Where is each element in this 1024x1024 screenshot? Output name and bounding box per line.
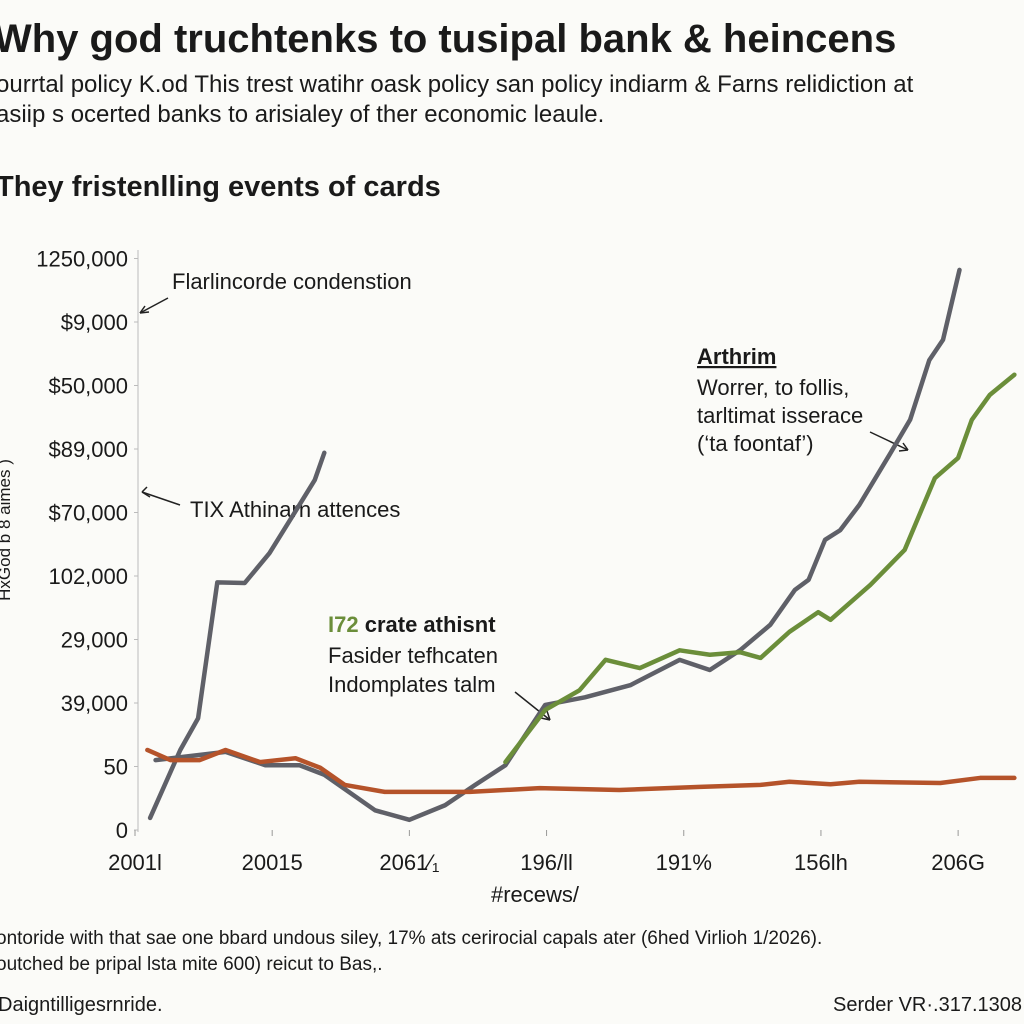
footer-right: Serder VR·.317.1308: [833, 994, 1022, 1016]
y-tick-label: $50,000: [48, 374, 128, 399]
y-tick-label: $9,000: [61, 310, 128, 335]
y-tick-label: 0: [116, 818, 128, 843]
annotation-label: I72: [328, 612, 359, 637]
annotation-title: Arthrim: [697, 344, 776, 369]
y-tick-label: 1250,000: [36, 247, 128, 272]
line-series: [503, 372, 1017, 765]
y-axis-label: HxGod b 8 aimes ): [0, 459, 14, 601]
subtitle-line: ourrtal policy K.od This trest watihr oa…: [0, 71, 914, 98]
line-series: [145, 747, 1017, 795]
y-tick-label: 29,000: [61, 628, 128, 653]
title: Why god truchtenks to tusipal bank & hei…: [0, 17, 896, 61]
annotation-title-text: crate athisnt: [365, 612, 496, 637]
annotation: Worrer, to follis,: [697, 375, 849, 400]
x-tick-label: 2061⁄₁: [379, 850, 439, 875]
x-tick-label: 2001l: [108, 850, 162, 875]
x-tick-label: 156lh: [794, 850, 848, 875]
annotation: (‘ta foontaf’): [697, 431, 814, 456]
y-tick-label: 39,000: [61, 691, 128, 716]
x-axis-label: #recews/: [491, 882, 580, 907]
subtitle-line: asiip s ocerted banks to arisialey of th…: [0, 101, 604, 128]
y-tick-label: $70,000: [48, 501, 128, 526]
y-tick-label: $89,000: [48, 437, 128, 462]
section-heading: They fristenlling events of cards: [0, 171, 441, 203]
annotation: tarltimat isserace: [697, 403, 863, 428]
annotation-arrows: [139, 297, 909, 721]
y-tick-label: 50: [104, 755, 128, 780]
y-tick-label: 102,000: [48, 564, 128, 589]
footer-left: Daigntilligesrnride.: [0, 994, 163, 1016]
annotation: Fasider tefhcaten: [328, 643, 498, 668]
line-series: [147, 450, 327, 821]
x-tick-label: 206G: [931, 850, 985, 875]
footnote: ontoride with that sae one bbard undous …: [0, 928, 822, 949]
annotation: Indomplates talm: [328, 672, 496, 697]
annotation-title: I72 crate athisnt: [328, 612, 496, 637]
line-series: [153, 267, 962, 823]
x-tick-label: 20015: [242, 850, 303, 875]
x-tick-label: 191%: [656, 850, 712, 875]
annotation: Flarlincorde condenstion: [172, 269, 412, 294]
x-tick-label: 196/ll: [520, 850, 573, 875]
footnote: outched be pripal lsta mite 600) reicut …: [0, 954, 383, 975]
